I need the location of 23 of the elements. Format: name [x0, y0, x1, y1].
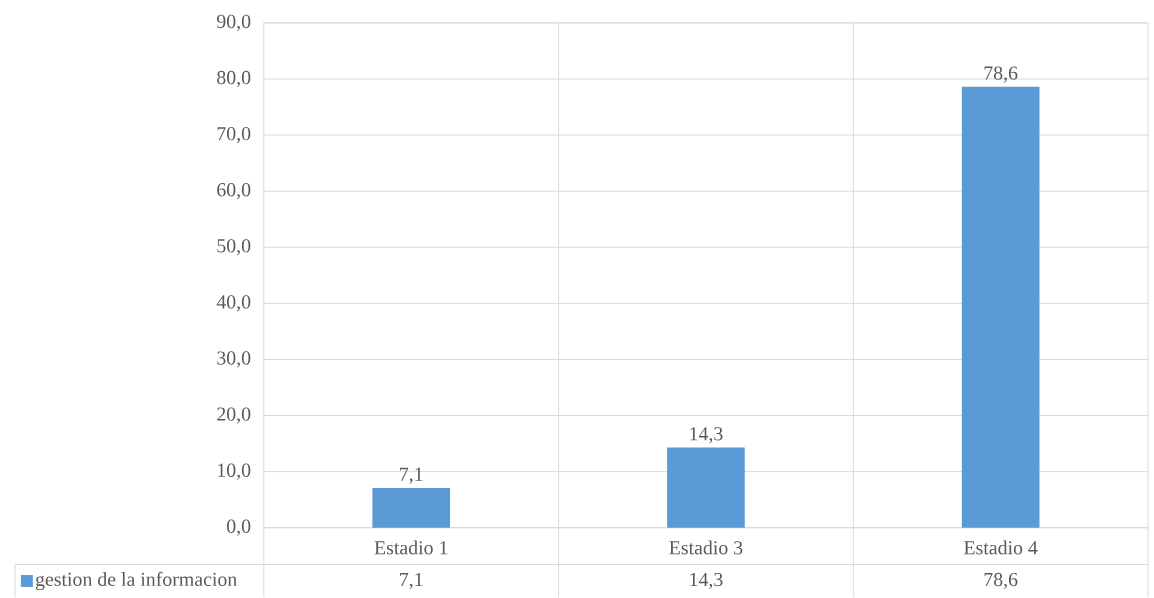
y-tick-label: 20,0: [217, 407, 251, 424]
text: 14,3: [690, 427, 723, 444]
x-tick-label: Estadio 1: [374, 540, 448, 555]
y-tick-label: 70,0: [217, 127, 251, 144]
y-tick-label: 40,0: [216, 295, 251, 312]
bar: [372, 487, 451, 528]
data-label: 14,3: [690, 572, 723, 590]
y-tick-label: 90,0: [216, 14, 251, 32]
y-tick-label: 50,0: [217, 239, 251, 256]
y-tick-label: 30,0: [217, 351, 251, 368]
data-label: 7,1: [400, 572, 423, 590]
text: 7,1: [400, 467, 423, 484]
y-tick-label: 60,0: [217, 183, 251, 200]
y-tick-label: 10,0: [218, 463, 251, 480]
text: 78,6: [984, 66, 1018, 83]
legend-label: gestion de la informacion: [35, 571, 237, 591]
x-tick-label: Estadio 3: [669, 540, 743, 555]
y-tick-label: 80,0: [217, 70, 251, 88]
bar: [667, 447, 745, 528]
bar: [961, 86, 1040, 528]
data-label: 78,6: [984, 572, 1018, 590]
y-tick-label: 0,0: [227, 519, 251, 536]
x-tick-label: Estadio 4: [964, 540, 1038, 555]
